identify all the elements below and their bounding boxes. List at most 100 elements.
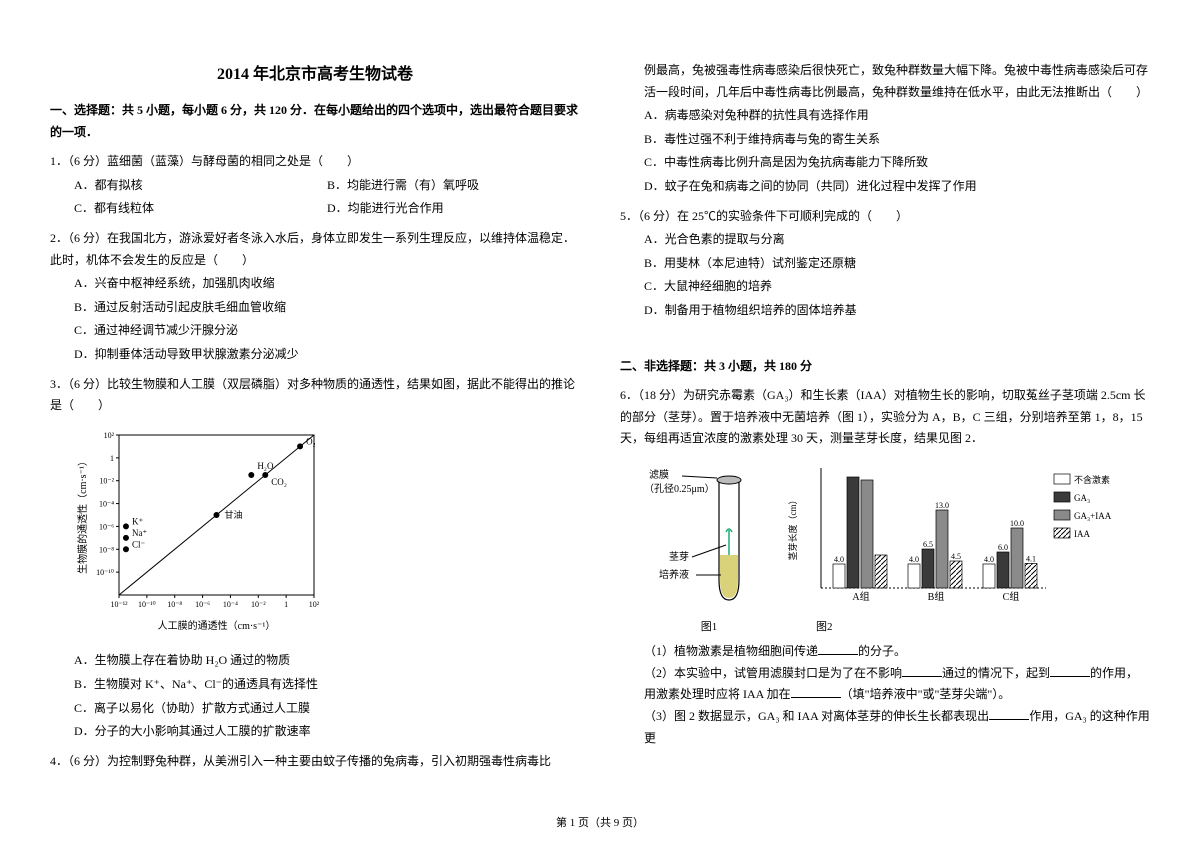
svg-text:1: 1 (284, 600, 288, 609)
q1-opt-b: B．均能进行需（有）氧呼吸 (327, 175, 580, 197)
section-2-header: 二、非选择题：共 3 小题，共 180 分 (620, 356, 1150, 378)
q4-opt-c: C．中毒性病毒比例升高是因为兔抗病毒能力下降所致 (620, 152, 1150, 174)
svg-text:甘油: 甘油 (225, 509, 243, 520)
q6-sub2-b: 通过的情况下，起到 (942, 666, 1050, 680)
svg-text:培养液: 培养液 (659, 568, 689, 581)
q6-sub1-a: （1）植物激素是植物细胞间传递 (644, 644, 818, 658)
q6-sub1: （1）植物激素是植物细胞间传递 的分子。 (620, 641, 1150, 663)
blank (1050, 663, 1090, 677)
svg-text:GA₃: GA₃ (1074, 493, 1090, 503)
q2-opt-a: A．兴奋中枢神经系统，加强肌肉收缩 (50, 273, 580, 295)
svg-text:Na⁺: Na⁺ (132, 528, 147, 538)
q1-opt-c: C．都有线粒体 (74, 198, 327, 220)
svg-text:茎芽长度（cm）: 茎芽长度（cm） (787, 495, 798, 560)
svg-text:CO₂: CO₂ (271, 477, 287, 487)
q4-part1: 4．（6 分）为控制野兔种群，从美洲引入一种主要由蚊子传播的兔病毒，引入初期强毒… (50, 751, 580, 773)
q2: 2．（6 分）在我国北方，游泳爱好者冬泳入水后，身体立即发生一系列生理反应，以维… (50, 228, 580, 366)
svg-text:4.1: 4.1 (1026, 554, 1036, 563)
q3-opt-d: D．分子的大小影响其通过人工膜的扩散速率 (50, 721, 580, 743)
q2-opt-d: D．抑制垂体活动导致甲状腺激素分泌减少 (50, 344, 580, 366)
q4-stem1: 4．（6 分）为控制野兔种群，从美洲引入一种主要由蚊子传播的兔病毒，引入初期强毒… (50, 751, 580, 773)
q3-opt-a: A．生物膜上存在着协助 H₂O 通过的物质 (50, 650, 580, 672)
svg-text:4.0: 4.0 (984, 555, 994, 564)
q1: 1．（6 分）蓝细菌（蓝藻）与酵母菌的相同之处是（ ） A．都有拟核 B．均能进… (50, 151, 580, 220)
scatter-chart-svg: 10⁻¹⁰ 10⁻⁸ 10⁻⁶ 10⁻⁴ 10⁻² 1 10² 10⁻¹² 10⁻¹⁰ 10⁻⁸ 1… (74, 425, 324, 635)
blank (989, 706, 1029, 720)
q5-opt-b: B．用斐林（本尼迪特）试剂鉴定还原糖 (620, 253, 1150, 275)
svg-text:（孔径0.25μm）: （孔径0.25μm） (644, 482, 715, 495)
q6-stem: 6．（18 分）为研究赤霉素（GA₃）和生长素（IAA）对植物生长的影响，切取菟… (620, 385, 1150, 450)
svg-text:10⁻²: 10⁻² (251, 600, 266, 609)
svg-text:10⁻²: 10⁻² (99, 476, 114, 485)
q5-opt-a: A．光合色素的提取与分离 (620, 229, 1150, 251)
svg-text:O₂: O₂ (306, 436, 316, 446)
svg-text:10⁻¹²: 10⁻¹² (110, 600, 128, 609)
svg-text:10⁻¹⁰: 10⁻¹⁰ (138, 600, 156, 609)
q6-sub2: （2）本实验中，试管用滤膜封口是为了在不影响通过的情况下，起到的作用，用激素处理… (620, 663, 1150, 706)
q6-fig2: 茎芽长度（cm）4.0A组4.06.513.04.5B组4.06.010.04.… (786, 460, 1136, 637)
svg-text:1: 1 (110, 454, 114, 463)
svg-text:10⁻⁶: 10⁻⁶ (99, 522, 114, 531)
page-footer: 第 1 页（共 9 页） (0, 814, 1200, 830)
q4-opt-d: D．蚊子在兔和病毒之间的协同（共同）进化过程中发挥了作用 (620, 176, 1150, 198)
blank (791, 684, 841, 698)
q3: 3．（6 分）比较生物膜和人工膜（双层磷脂）对多种物质的通透性，结果如图，据此不… (50, 374, 580, 743)
q5-stem: 5．（6 分）在 25℃的实验条件下可顺利完成的（ ） (620, 206, 1150, 228)
q1-opt-d: D．均能进行光合作用 (327, 198, 580, 220)
bar-chart-svg: 茎芽长度（cm）4.0A组4.06.513.04.5B组4.06.010.04.… (786, 460, 1136, 610)
q6-sub2-a: （2）本实验中，试管用滤膜封口是为了在不影响 (644, 666, 902, 680)
q6-fig1: 滤膜（孔径0.25μm）茎芽培养液 图1 (644, 460, 774, 637)
svg-text:10²: 10² (104, 431, 115, 440)
fig2-caption: 图2 (786, 618, 1136, 638)
blank (818, 641, 858, 655)
svg-text:13.0: 13.0 (935, 501, 949, 510)
q3-stem: 3．（6 分）比较生物膜和人工膜（双层磷脂）对多种物质的通透性，结果如图，据此不… (50, 374, 580, 417)
q3-opt-b: B．生物膜对 K⁺、Na⁺、Cl⁻的通透具有选择性 (50, 674, 580, 696)
q5: 5．（6 分）在 25℃的实验条件下可顺利完成的（ ） A．光合色素的提取与分离… (620, 206, 1150, 322)
svg-text:10⁻¹⁰: 10⁻¹⁰ (96, 568, 114, 577)
svg-text:10⁻⁸: 10⁻⁸ (99, 545, 114, 554)
svg-text:K⁺: K⁺ (132, 516, 143, 526)
q4-stem2: 例最高，兔被强毒性病毒感染后很快死亡，致兔种群数量大幅下降。兔被中毒性病毒感染后… (620, 60, 1150, 103)
svg-text:10⁻⁴: 10⁻⁴ (99, 499, 114, 508)
svg-text:C组: C组 (1003, 590, 1020, 603)
svg-text:生物膜的通透性（cm·s⁻¹）: 生物膜的通透性（cm·s⁻¹） (76, 456, 89, 574)
q3-opt-c: C．离子以易化（协助）扩散方式通过人工膜 (50, 698, 580, 720)
svg-text:H₂O: H₂O (257, 461, 274, 471)
svg-text:10⁻⁴: 10⁻⁴ (223, 600, 238, 609)
q4-part2: 例最高，兔被强毒性病毒感染后很快死亡，致兔种群数量大幅下降。兔被中毒性病毒感染后… (620, 60, 1150, 198)
svg-text:10.0: 10.0 (1010, 519, 1024, 528)
page-title: 2014 年北京市高考生物试卷 (50, 60, 580, 84)
svg-text:人工膜的通透性（cm·s⁻¹）: 人工膜的通透性（cm·s⁻¹） (158, 619, 276, 632)
q6: 6．（18 分）为研究赤霉素（GA₃）和生长素（IAA）对植物生长的影响，切取菟… (620, 385, 1150, 749)
section-1-header: 一、选择题：共 5 小题，每小题 6 分，共 120 分．在每小题给出的四个选项… (50, 100, 580, 143)
svg-text:Cl⁻: Cl⁻ (132, 539, 146, 549)
q1-opt-a: A．都有拟核 (74, 175, 327, 197)
q5-opt-d: D．制备用于植物组织培养的固体培养基 (620, 300, 1150, 322)
svg-text:10⁻⁸: 10⁻⁸ (167, 600, 182, 609)
svg-text:10⁻⁶: 10⁻⁶ (195, 600, 210, 609)
svg-text:4.0: 4.0 (909, 555, 919, 564)
q2-opt-c: C．通过神经调节减少汗腺分泌 (50, 320, 580, 342)
svg-text:茎芽: 茎芽 (669, 550, 689, 563)
blank (902, 663, 942, 677)
q1-stem: 1．（6 分）蓝细菌（蓝藻）与酵母菌的相同之处是（ ） (50, 151, 580, 173)
q2-stem: 2．（6 分）在我国北方，游泳爱好者冬泳入水后，身体立即发生一系列生理反应，以维… (50, 228, 580, 271)
svg-text:B组: B组 (928, 590, 945, 603)
q4-opt-b: B．毒性过强不利于维持病毒与兔的寄生关系 (620, 129, 1150, 151)
q2-opt-b: B．通过反射活动引起皮肤毛细血管收缩 (50, 297, 580, 319)
q6-sub1-b: 的分子。 (858, 644, 906, 658)
q6-sub3: （3）图 2 数据显示，GA₃ 和 IAA 对离体茎芽的伸长生长都表现出作用，G… (620, 706, 1150, 749)
svg-text:4.0: 4.0 (834, 555, 844, 564)
q5-opt-c: C．大鼠神经细胞的培养 (620, 276, 1150, 298)
svg-text:滤膜: 滤膜 (649, 468, 669, 481)
q6-sub3-a: （3）图 2 数据显示，GA₃ 和 IAA 对离体茎芽的伸长生长都表现出 (644, 709, 989, 723)
q6-sub2-d: （填"培养液中"或"茎芽尖端"）。 (841, 687, 1011, 701)
q3-chart: 10⁻¹⁰ 10⁻⁸ 10⁻⁶ 10⁻⁴ 10⁻² 1 10² 10⁻¹² 10⁻¹⁰ 10⁻⁸ 1… (74, 425, 580, 643)
svg-text:10²: 10² (309, 600, 320, 609)
svg-text:6.0: 6.0 (998, 543, 1008, 552)
svg-text:GA₃+IAA: GA₃+IAA (1074, 511, 1112, 521)
svg-text:4.5: 4.5 (951, 552, 961, 561)
svg-text:不含激素: 不含激素 (1074, 474, 1110, 485)
q4-opt-a: A．病毒感染对兔种群的抗性具有选择作用 (620, 105, 1150, 127)
